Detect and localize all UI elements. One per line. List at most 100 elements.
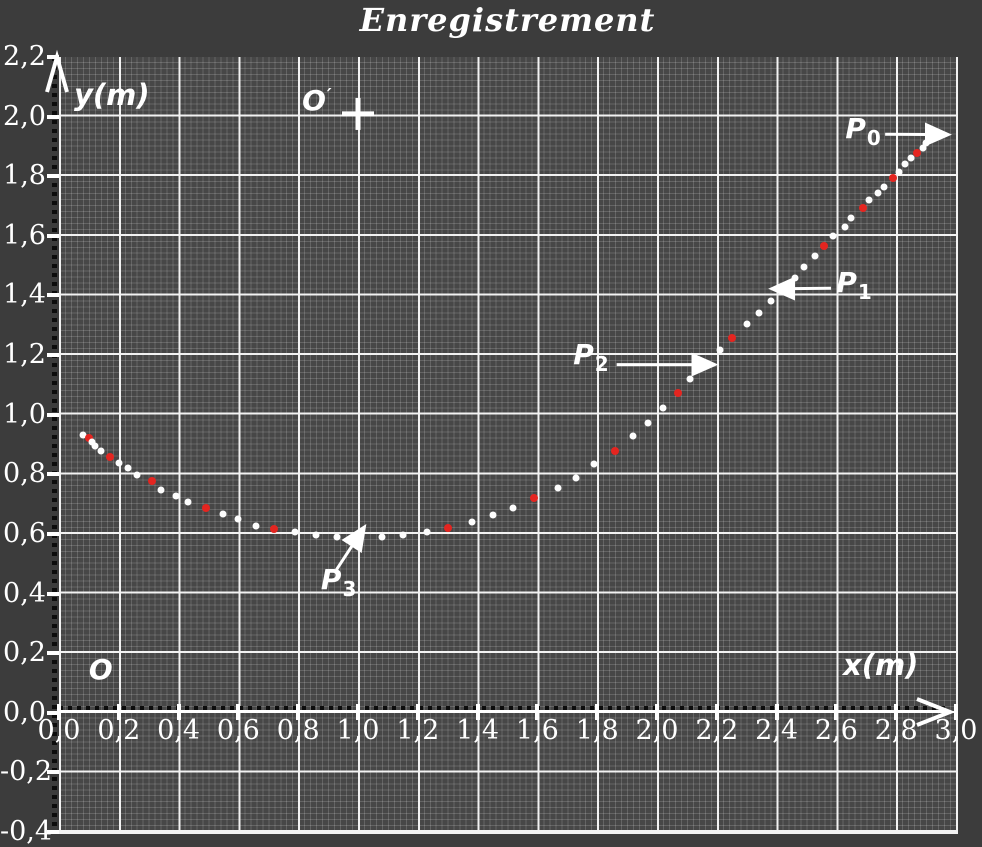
- x-tick-label: 2,4: [755, 715, 799, 746]
- data-point: [91, 442, 99, 450]
- y-tick-label: 1,4: [3, 279, 46, 311]
- data-point-red: [859, 204, 868, 213]
- x-tick-mark: [176, 704, 181, 720]
- point-label-P2: P2: [573, 338, 609, 377]
- data-point: [791, 274, 799, 282]
- data-point: [686, 375, 694, 383]
- x-tick-mark: [475, 704, 480, 720]
- x-axis-dash-line: [59, 706, 945, 711]
- data-point-red: [147, 477, 156, 486]
- subscript: 2: [594, 352, 609, 377]
- data-point-red: [354, 532, 362, 541]
- x-tick-label: 1,6: [515, 715, 559, 746]
- x-tick-mark: [356, 704, 360, 720]
- y-tick-label: 1,8: [3, 160, 46, 192]
- point-label-P0: P0: [845, 111, 881, 150]
- data-point: [865, 196, 873, 204]
- y-tick-mark: [47, 114, 59, 119]
- point-label-O-prime: O′: [302, 83, 332, 117]
- y-tick-label: 0,4: [3, 577, 46, 609]
- x-tick-mark: [535, 704, 540, 720]
- x-tick-mark: [834, 704, 839, 720]
- x-tick-mark: [236, 704, 241, 720]
- data-point-red: [530, 494, 539, 503]
- x-axis-label: x(m): [843, 648, 919, 682]
- y-tick-label: 0,8: [3, 458, 46, 490]
- data-point: [743, 320, 751, 328]
- data-point: [767, 297, 775, 305]
- x-tick-label: 1,0: [336, 715, 380, 746]
- data-point: [252, 522, 260, 530]
- x-tick-label: 2,0: [635, 715, 679, 746]
- data-point-red: [84, 434, 93, 443]
- data-point: [847, 214, 855, 222]
- y-tick-mark: [47, 353, 59, 358]
- x-tick-label: 1,2: [396, 715, 440, 746]
- data-point: [172, 492, 180, 500]
- data-point: [157, 486, 165, 493]
- data-point: [509, 504, 517, 512]
- data-point-red: [778, 284, 787, 293]
- chart-title: Enregistrement: [359, 1, 656, 39]
- data-point: [644, 419, 652, 427]
- y-tick-mark: [47, 710, 59, 715]
- data-point: [489, 511, 497, 519]
- data-point: [874, 189, 882, 197]
- data-point-red: [913, 149, 922, 158]
- data-point: [124, 464, 132, 472]
- data-point: [333, 533, 341, 541]
- data-point: [572, 474, 580, 482]
- x-axis-line: [59, 710, 948, 713]
- data-point: [423, 528, 431, 536]
- data-point: [219, 510, 227, 518]
- y-tick-mark: [47, 293, 59, 298]
- x-tick-label: 0,4: [157, 715, 201, 746]
- y-tick-mark: [47, 174, 59, 179]
- y-tick-label: 2,0: [3, 100, 46, 132]
- data-point-red: [201, 504, 210, 513]
- data-point: [133, 471, 141, 479]
- x-tick-mark: [894, 704, 899, 720]
- data-point: [629, 432, 637, 440]
- y-tick-mark: [47, 531, 59, 536]
- x-tick-label: 0,6: [216, 715, 260, 746]
- y-tick-label: 1,6: [3, 219, 46, 251]
- x-tick-mark: [296, 704, 301, 720]
- data-point: [901, 160, 909, 168]
- data-point: [829, 232, 837, 240]
- data-point: [115, 459, 123, 467]
- y-tick-mark: [47, 829, 59, 834]
- data-point-red: [270, 524, 279, 533]
- x-tick-label: 2,8: [874, 715, 918, 746]
- subscript: 1: [857, 279, 872, 304]
- y-tick-label: 0,0: [3, 696, 46, 728]
- data-point: [701, 361, 709, 369]
- x-tick-label: 0,2: [97, 715, 141, 746]
- y-tick-label: 1,0: [3, 398, 46, 430]
- x-tick-label: 0,0: [37, 715, 81, 746]
- data-point-red: [820, 241, 829, 250]
- point-label-O: O: [88, 653, 113, 687]
- data-point: [554, 484, 562, 492]
- data-point: [399, 531, 407, 539]
- x-tick-mark: [116, 704, 121, 720]
- y-axis-label: y(m): [74, 78, 150, 112]
- data-point: [811, 252, 819, 260]
- data-point: [88, 438, 96, 446]
- point-label-P1: P1: [836, 265, 872, 304]
- data-point: [659, 404, 667, 412]
- data-point: [907, 154, 915, 162]
- x-tick-mark: [714, 704, 719, 720]
- x-tick-mark: [595, 704, 600, 720]
- data-point: [79, 431, 87, 439]
- data-point: [841, 223, 849, 231]
- data-point-red: [105, 452, 114, 461]
- data-point: [716, 346, 724, 354]
- x-tick-label: 2,6: [814, 715, 858, 746]
- y-tick-mark: [47, 770, 59, 775]
- prime-mark: ′: [326, 84, 332, 106]
- x-tick-mark: [655, 704, 659, 720]
- x-tick-label: 3,0: [934, 715, 978, 746]
- x-tick-label: 1,4: [456, 715, 500, 746]
- data-point-red: [889, 174, 898, 183]
